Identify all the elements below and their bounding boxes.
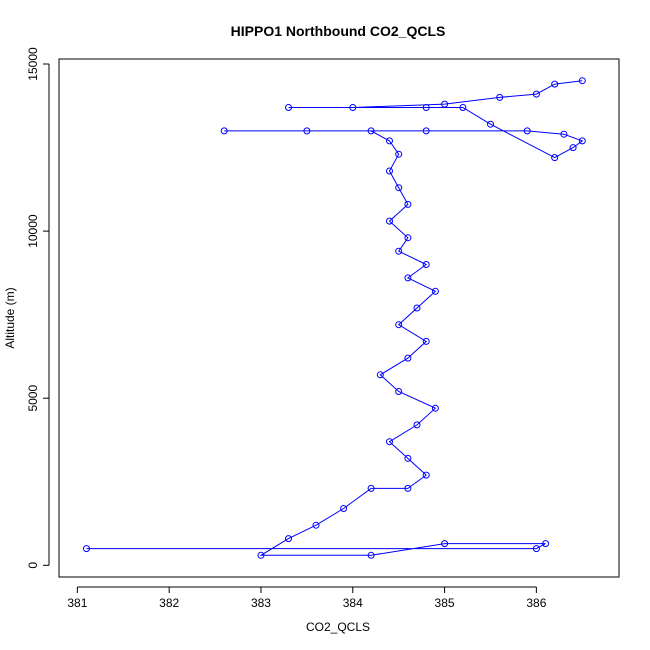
data-point: [395, 184, 403, 192]
data-point: [542, 540, 550, 548]
data-point: [257, 551, 265, 559]
data-point: [395, 388, 403, 395]
data-point: [386, 137, 393, 145]
data-point: [569, 144, 577, 152]
data-point: [303, 127, 311, 135]
y-tick-label: 10000: [26, 214, 40, 248]
series-group: [83, 77, 586, 559]
data-point: [386, 217, 393, 225]
data-point: [395, 321, 403, 329]
x-tick-label: 385: [435, 596, 455, 610]
data-point: [285, 104, 292, 111]
data-point: [413, 421, 421, 429]
data-point: [404, 200, 412, 208]
data-point: [578, 137, 586, 145]
data-point: [459, 104, 467, 111]
data-point: [523, 127, 531, 135]
data-point: [395, 247, 403, 255]
data-point: [376, 371, 384, 379]
y-tick-label: 15000: [26, 47, 40, 81]
x-tick-label: 386: [526, 596, 546, 610]
data-point: [285, 535, 292, 543]
data-point: [441, 100, 449, 108]
data-point: [367, 551, 375, 559]
data-point: [312, 521, 320, 529]
y-tick-label: 5000: [26, 385, 40, 412]
x-tick-label: 381: [67, 596, 87, 610]
x-tick-label: 383: [251, 596, 271, 610]
data-point: [404, 274, 412, 282]
data-point: [441, 540, 449, 548]
data-point: [340, 505, 348, 512]
data-point: [386, 438, 393, 446]
plot-frame: [58, 58, 620, 578]
data-point: [83, 545, 90, 553]
data-point: [367, 127, 375, 135]
data-point: [560, 130, 568, 138]
series-line: [86, 80, 584, 556]
y-tick-label: 0: [26, 562, 40, 569]
data-point: [422, 127, 430, 135]
data-point: [395, 150, 403, 158]
data-point: [422, 337, 430, 345]
axes-group: 381 382 383 384 385 386 0 5000 10000 15000: [26, 47, 547, 610]
x-tick-label: 382: [159, 596, 179, 610]
data-point: [431, 404, 439, 412]
data-point: [386, 167, 393, 175]
data-point: [551, 154, 559, 162]
data-point: [404, 484, 412, 492]
x-axis-label: CO2_QCLS: [306, 620, 370, 634]
y-axis-label: Altitude (m): [3, 287, 17, 348]
data-point: [431, 287, 439, 295]
data-point: [422, 471, 430, 479]
data-point: [413, 304, 421, 312]
data-point: [422, 261, 430, 268]
data-point: [551, 80, 559, 88]
data-point: [532, 90, 540, 98]
data-point: [422, 104, 430, 111]
x-tick-label: 384: [343, 596, 363, 610]
data-point: [487, 120, 494, 128]
chart-title: HIPPO1 Northbound CO2_QCLS: [231, 23, 446, 39]
data-point: [496, 93, 504, 101]
data-point: [578, 77, 586, 85]
data-point: [220, 127, 228, 135]
data-point: [367, 484, 375, 492]
data-point: [404, 454, 412, 462]
data-point: [404, 234, 412, 242]
data-point: [532, 545, 540, 553]
data-point: [349, 104, 357, 111]
data-point: [404, 354, 412, 362]
